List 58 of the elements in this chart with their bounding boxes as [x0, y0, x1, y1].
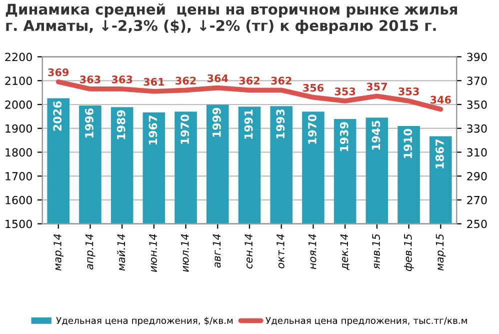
- data-label: 1939: [340, 122, 348, 152]
- data-label: 1993: [276, 109, 285, 138]
- data-label: 357: [366, 82, 387, 91]
- data-label: 363: [80, 76, 100, 84]
- legend-label: Удельная цена предложения, тыс.тг/кв.м: [266, 317, 467, 326]
- data-label: 1867: [435, 139, 444, 168]
- data-label: 361: [144, 78, 164, 86]
- x-tick-label: янв.15: [372, 234, 380, 270]
- data-label: 364: [207, 74, 228, 82]
- y2-tick-label: 270: [467, 196, 487, 204]
- data-label: 1996: [85, 108, 94, 138]
- y-tick-label: 1500: [6, 220, 32, 228]
- data-label: 362: [239, 76, 260, 85]
- data-label: 363: [112, 76, 132, 84]
- x-tick-label: авг.14: [212, 234, 221, 268]
- y2-tick-label: 330: [467, 124, 487, 133]
- data-label: 362: [271, 76, 292, 85]
- x-tick-label: окт.14: [276, 234, 284, 268]
- y2-tick-label: 370: [467, 76, 487, 86]
- y-tick-label: 1800: [6, 148, 32, 157]
- data-label: 353: [398, 87, 419, 96]
- y2-tick-label: 310: [467, 148, 487, 157]
- data-label: 353: [334, 87, 356, 96]
- y2-tick-label: 350: [467, 100, 487, 109]
- legend-label: Удельная цена предложения, $/кв.м: [56, 316, 233, 326]
- x-tick-label: июн.14: [149, 234, 157, 272]
- chart-title: Динамика средней цены на вторичном рынке жилья г. Алматы, ↓-2,3% ($), ↓-2% (тг) к февралю 2015 г.: [6, 3, 458, 34]
- x-tick-label: сен.14: [244, 234, 253, 269]
- x-tick-label: май.14: [117, 234, 126, 271]
- x-tick-label: апр.14: [85, 234, 96, 270]
- y-tick-label: 2100: [5, 76, 32, 86]
- y-tick-label: 1700: [6, 172, 32, 180]
- data-label: 362: [176, 76, 196, 85]
- data-label: 369: [48, 68, 69, 76]
- y-tick-label: 2000: [5, 100, 32, 109]
- x-tick-label: мар.15: [436, 234, 446, 271]
- data-label: 1945: [372, 120, 380, 150]
- y2-tick-label: 390: [467, 52, 487, 62]
- x-tick-label: фев.15: [404, 234, 414, 272]
- x-tick-label: ноя.14: [308, 234, 316, 270]
- data-label: 1970: [308, 114, 316, 144]
- y2-tick-label: 290: [467, 172, 487, 180]
- data-label: 1991: [244, 110, 253, 139]
- y-tick-label: 1900: [6, 124, 32, 133]
- data-label: 1989: [116, 110, 126, 140]
- data-label: 1910: [404, 128, 412, 158]
- data-label: 1967: [148, 116, 158, 144]
- x-tick-label: мар.14: [54, 234, 64, 271]
- data-label: 1999: [212, 108, 221, 137]
- x-tick-label: июл.14: [181, 234, 189, 272]
- y-tick-label: 2200: [5, 52, 32, 62]
- y2-tick-label: 250: [467, 220, 487, 228]
- y-tick-label: 1600: [6, 196, 32, 204]
- data-label: 2026: [53, 101, 62, 131]
- data-label: 356: [303, 84, 324, 92]
- x-tick-label: дек.14: [340, 234, 350, 270]
- data-label: 346: [430, 96, 451, 104]
- data-label: 1970: [180, 114, 190, 144]
